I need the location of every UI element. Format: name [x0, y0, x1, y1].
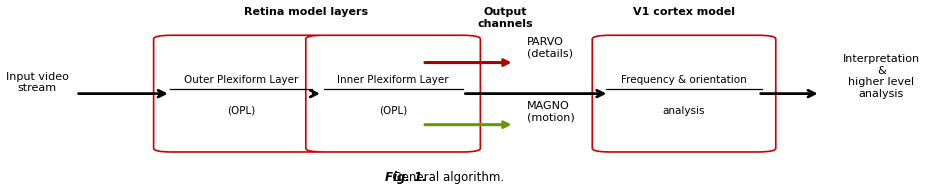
- Text: analysis: analysis: [663, 106, 705, 116]
- Text: Interpretation
&
higher level
analysis: Interpretation & higher level analysis: [843, 54, 920, 99]
- Text: MAGNO
(motion): MAGNO (motion): [527, 101, 575, 122]
- FancyBboxPatch shape: [154, 35, 328, 152]
- Text: (OPL): (OPL): [227, 106, 255, 116]
- Text: (OPL): (OPL): [379, 106, 407, 116]
- Text: Fig. 1.: Fig. 1.: [386, 171, 427, 184]
- Text: Outer Plexiform Layer: Outer Plexiform Layer: [184, 75, 298, 85]
- Text: Input video
stream: Input video stream: [6, 71, 69, 93]
- Text: Output
channels: Output channels: [477, 7, 533, 29]
- Text: Inner Plexiform Layer: Inner Plexiform Layer: [337, 75, 449, 85]
- Text: General algorithm.: General algorithm.: [386, 171, 504, 184]
- Text: Frequency & orientation: Frequency & orientation: [621, 75, 747, 85]
- FancyBboxPatch shape: [592, 35, 776, 152]
- Text: Retina model layers: Retina model layers: [244, 7, 368, 17]
- FancyBboxPatch shape: [306, 35, 480, 152]
- Text: V1 cortex model: V1 cortex model: [633, 7, 735, 17]
- Text: PARVO
(details): PARVO (details): [527, 37, 573, 58]
